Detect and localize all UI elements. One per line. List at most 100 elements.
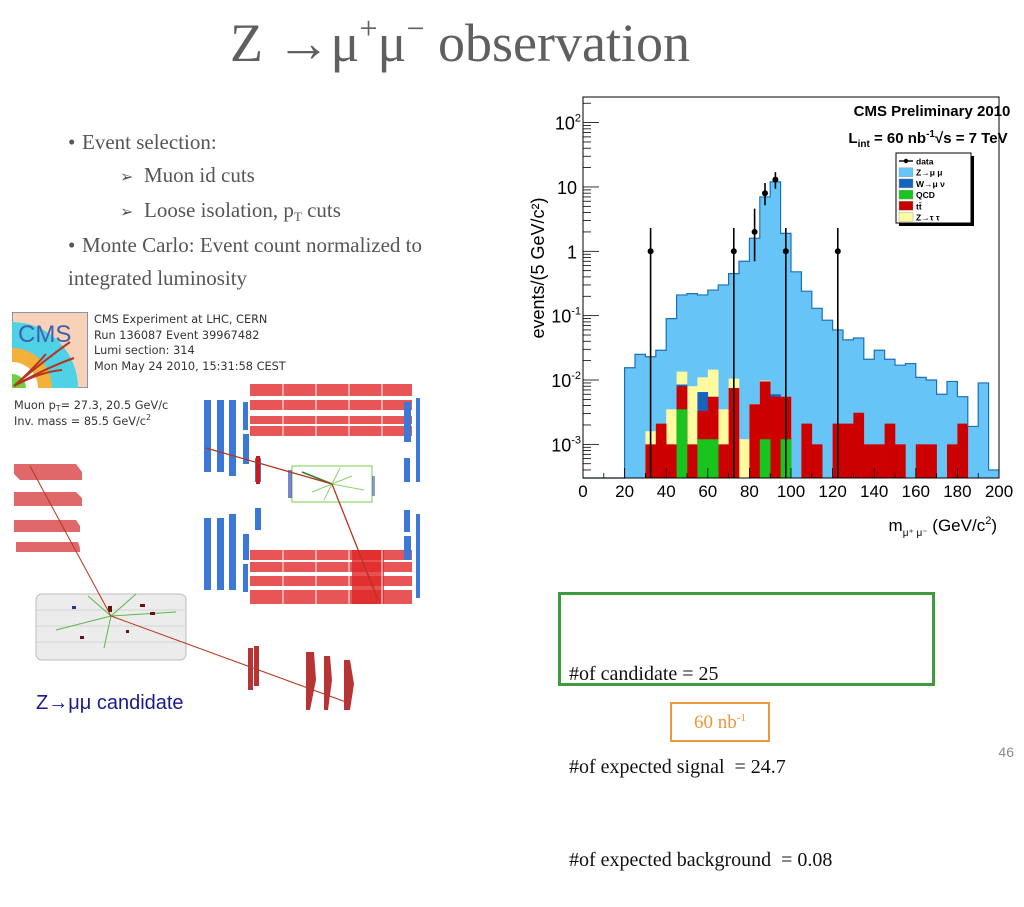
y-tick-label: 10-1	[551, 306, 581, 327]
histogram-bar	[666, 409, 677, 478]
histogram-bar	[759, 381, 771, 478]
histogram-bar	[718, 409, 729, 478]
text: Inv. mass = 85.5 GeV/c	[14, 414, 147, 428]
legend-swatch	[898, 201, 914, 211]
data-point	[782, 248, 789, 255]
data-point	[834, 248, 841, 255]
data-point	[772, 176, 779, 183]
histogram-bar	[874, 350, 885, 478]
x-tick-label: 0	[578, 482, 587, 501]
histogram-bar	[874, 444, 885, 478]
subscript: T	[55, 404, 61, 413]
histogram-bar	[707, 439, 719, 478]
data-point	[751, 228, 758, 235]
histogram-bar	[718, 284, 729, 478]
hit-chamber	[256, 456, 260, 484]
x-tick-label: 160	[902, 482, 930, 501]
x-tick-label: 140	[860, 482, 888, 501]
histogram-bar	[687, 293, 698, 478]
legend-marker	[903, 158, 909, 164]
muon-track	[205, 447, 333, 485]
y-tick-label: 10-3	[551, 434, 581, 455]
sub-bullet-item: ➢ Muon id cuts	[68, 159, 518, 194]
histogram-bar	[655, 350, 667, 478]
x-tick-labels: 0 20 40 60 80 100 120 140 160 180 200	[578, 482, 1013, 501]
event-info-line: Lumi section: 314	[94, 344, 195, 358]
legend-swatch	[898, 167, 914, 177]
x-axis-label: mμ⁺ μ⁻ (GeV/c2)	[889, 515, 997, 539]
arrow-bullet-icon: ➢	[120, 204, 134, 221]
histogram-bar	[957, 423, 969, 478]
bullet-text: Muon id cuts	[144, 163, 255, 187]
histogram-bars	[624, 181, 1000, 479]
x-tick-label: 40	[657, 482, 676, 501]
zmumu-outline	[583, 181, 999, 479]
zmumu-step-line	[583, 181, 999, 479]
data-point	[647, 248, 654, 255]
legend-label: data	[916, 157, 934, 167]
stat-expected-background: #of expected background = 0.08	[569, 849, 833, 871]
stats-box: #of candidate = 25 #of expected signal =…	[558, 592, 935, 871]
histogram-bar	[936, 394, 948, 478]
y-tick-labels: 102 10 1 10-1 10-2 10-3	[551, 113, 581, 456]
lumi-value: 60 nb	[694, 712, 737, 733]
histogram-bar	[884, 359, 896, 478]
histogram-bar	[905, 363, 917, 478]
bullet-text: Loose isolation, p	[144, 198, 294, 222]
forward-muon-chambers	[248, 646, 354, 710]
chart-subtitle: Lint = 60 nb-1√s = 7 TeV	[848, 129, 1007, 150]
event-kinematics: Muon pT= 27.3, 20.5 GeV/c Inv. mass = 85…	[14, 398, 168, 429]
bullet-text: Event selection:	[82, 130, 217, 154]
page-number: 46	[998, 744, 1014, 760]
histogram-bar	[791, 271, 802, 478]
x-tick-label: 100	[777, 482, 805, 501]
title-part: Z →μ	[230, 13, 360, 73]
histogram-bar	[697, 439, 709, 478]
histogram-bar	[853, 412, 865, 478]
bullet-icon: •	[68, 233, 76, 257]
muon-barrel-top	[250, 384, 412, 604]
x-tick-label: 60	[698, 482, 717, 501]
axis-ticks	[582, 102, 1000, 479]
cms-logo-text: CMS	[18, 321, 71, 348]
legend-label: W→μ ν	[916, 179, 945, 189]
subtitle-sup: -1	[926, 129, 935, 140]
title-sup-plus: +	[359, 10, 378, 46]
slide-title: Z →μ+μ− observation	[0, 8, 920, 78]
event-info-line: CMS Experiment at LHC, CERN	[94, 313, 268, 326]
y-tick-label: 1	[567, 242, 577, 262]
histogram-bar	[676, 409, 688, 478]
data-point	[762, 190, 768, 197]
data-points	[647, 172, 841, 478]
subtitle-part: √s = 7 TeV	[935, 130, 1008, 147]
histogram-bar	[749, 404, 761, 478]
histogram-chart: 0 20 40 60 80 100 120 140 160 180 200 10210110-110…	[528, 96, 1013, 539]
histogram-bar	[655, 423, 667, 478]
y-axis-label: events/(5 GeV/c²)	[528, 197, 548, 338]
data-point	[730, 248, 737, 255]
bullet-item: • Event selection:	[68, 126, 518, 159]
histogram-bar	[863, 359, 875, 478]
inv-mass-line: Inv. mass = 85.5 GeV/c2	[14, 412, 168, 430]
legend-label: tt̄	[916, 201, 922, 211]
xlabel-part: )	[991, 516, 997, 535]
histogram-bar	[915, 377, 927, 478]
histogram-bar	[624, 367, 636, 478]
histogram-bar	[739, 261, 750, 478]
arrow-bullet-icon: ➢	[120, 169, 134, 186]
superscript: 2	[146, 412, 152, 422]
title-part: μ	[377, 13, 407, 73]
event-info: CMS Experiment at LHC, CERN Run 136087 E…	[94, 312, 286, 374]
bullet-item: • Monte Carlo: Event count normalized to	[68, 229, 518, 262]
legend-label: QCD	[916, 190, 935, 200]
lumi-exponent: -1	[736, 712, 746, 724]
chart-title: CMS Preliminary 2010	[854, 103, 1011, 120]
histogram-bar	[811, 308, 823, 478]
sub-bullet-item: ➢ Loose isolation, pT cuts	[68, 194, 518, 229]
luminosity-box: 60 nb-1	[670, 702, 770, 742]
y-tick-label: 10	[557, 178, 577, 198]
histogram-bar	[843, 339, 854, 478]
histogram-bar	[739, 439, 750, 478]
legend-label: Z→μ μ	[916, 168, 942, 178]
histogram-bar	[863, 444, 875, 478]
